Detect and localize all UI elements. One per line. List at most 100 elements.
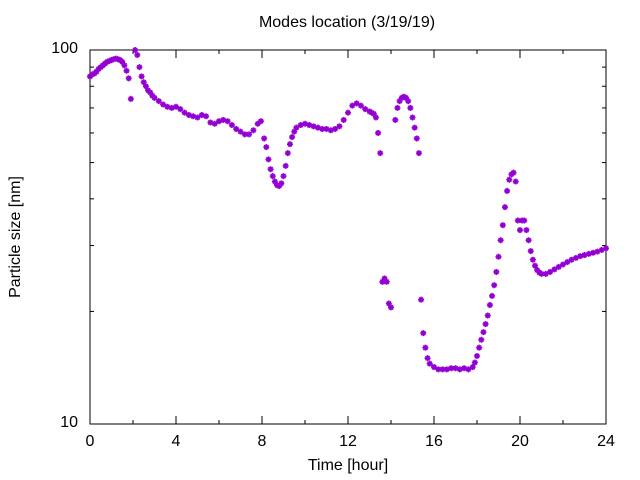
data-point — [603, 245, 609, 252]
data-point — [499, 222, 506, 229]
data-point — [134, 51, 141, 58]
data-point — [523, 227, 530, 234]
data-point — [396, 98, 403, 105]
data-point — [250, 127, 257, 134]
data-point — [506, 176, 513, 183]
data-point — [336, 123, 343, 130]
data-point — [297, 122, 304, 129]
data-point — [168, 104, 175, 111]
plot-frame — [89, 49, 607, 425]
data-point — [403, 94, 410, 101]
data-point — [452, 365, 459, 372]
data-point — [241, 131, 248, 138]
data-point — [448, 365, 455, 372]
data-point — [207, 119, 214, 126]
data-point — [265, 156, 272, 163]
data-point — [443, 366, 450, 373]
data-point — [572, 254, 579, 261]
data-point — [411, 124, 418, 131]
data-point — [280, 173, 287, 180]
data-point — [532, 262, 539, 269]
data-point — [527, 248, 534, 255]
data-point — [89, 71, 96, 78]
x-tick-label: 8 — [257, 433, 267, 450]
data-point — [581, 252, 588, 259]
x-tick-label: 12 — [339, 433, 357, 450]
data-point — [190, 113, 197, 120]
data-point — [306, 122, 313, 129]
data-point — [216, 118, 222, 125]
data-point — [456, 366, 463, 373]
data-point — [349, 102, 356, 109]
data-point — [512, 178, 519, 185]
data-point — [504, 187, 511, 194]
data-point — [114, 56, 121, 63]
data-point — [517, 227, 523, 234]
x-tick-label: 4 — [171, 433, 181, 450]
data-point — [409, 114, 416, 121]
data-point — [478, 336, 485, 343]
data-point — [461, 365, 468, 372]
y-tick-label: 100 — [51, 40, 78, 57]
data-point — [590, 249, 597, 256]
data-point — [577, 253, 584, 260]
data-point — [435, 366, 442, 373]
data-point — [486, 302, 493, 309]
data-point — [465, 366, 472, 373]
data-point — [357, 102, 364, 109]
data-point — [547, 268, 554, 275]
data-point — [269, 173, 276, 180]
data-point — [254, 120, 261, 127]
data-point — [177, 106, 184, 113]
data-point — [278, 180, 285, 187]
data-point — [362, 106, 369, 113]
data-point — [286, 141, 293, 148]
data-point — [271, 178, 278, 185]
data-point — [211, 120, 218, 127]
data-point — [439, 366, 446, 373]
data-point — [127, 95, 134, 102]
data-point — [420, 330, 427, 337]
data-point — [372, 114, 379, 121]
data-point — [383, 278, 390, 285]
data-points — [87, 47, 609, 373]
y-axis-label: Particle size [nm] — [7, 176, 24, 298]
data-point — [564, 259, 571, 266]
data-point — [267, 166, 274, 173]
data-point — [284, 150, 291, 157]
data-point — [598, 246, 605, 253]
data-point — [164, 103, 171, 110]
data-point — [121, 62, 128, 69]
data-point — [413, 135, 420, 142]
data-point — [594, 248, 601, 255]
data-point — [119, 58, 126, 65]
data-point — [510, 169, 517, 176]
data-point — [345, 109, 351, 116]
data-point — [525, 237, 532, 244]
data-point — [394, 104, 401, 111]
data-point — [246, 131, 253, 138]
data-point — [482, 321, 489, 328]
data-point — [385, 300, 392, 307]
data-point — [407, 104, 414, 111]
data-point — [474, 352, 480, 359]
data-point — [149, 92, 156, 99]
data-point — [375, 129, 382, 136]
data-point — [353, 100, 360, 107]
data-point — [140, 79, 147, 86]
data-point — [125, 75, 132, 82]
x-tick-label: 0 — [85, 433, 95, 450]
data-point — [493, 268, 500, 275]
data-point — [136, 64, 143, 71]
data-point — [228, 122, 235, 129]
data-point — [323, 125, 330, 132]
data-point — [370, 110, 377, 117]
data-point — [501, 204, 508, 211]
data-point — [314, 124, 321, 131]
data-point — [431, 364, 437, 371]
data-point — [560, 261, 566, 268]
data-point — [181, 109, 188, 116]
data-point — [514, 217, 521, 224]
data-point — [173, 103, 179, 110]
